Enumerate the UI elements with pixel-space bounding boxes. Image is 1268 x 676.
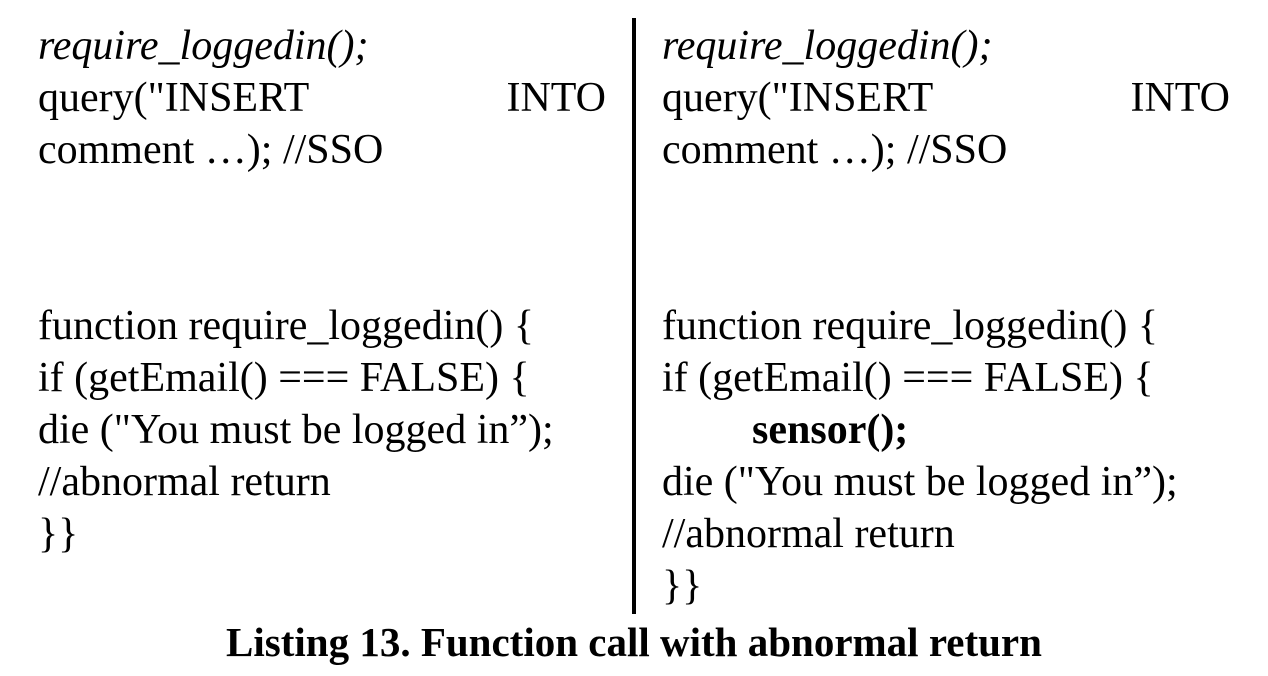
listing-caption: Listing 13. Function call with abnormal …: [226, 619, 1042, 665]
left-query-line: query("INSERT INTO: [38, 72, 606, 124]
right-comment-line: comment …); //SSO: [662, 127, 1008, 173]
left-comment-line: comment …); //SSO: [38, 127, 384, 173]
right-call-line: require_loggedin();: [662, 23, 993, 69]
right-spacer: [662, 176, 1230, 300]
left-spacer: [38, 176, 606, 300]
right-query-line: query("INSERT INTO: [662, 72, 1230, 124]
right-function-declaration: function require_loggedin() {: [662, 303, 1159, 349]
column-divider: [632, 18, 636, 614]
listing-right-column: require_loggedin(); query("INSERT INTO c…: [662, 20, 1230, 612]
right-if-line: if (getEmail() === FALSE) {: [662, 355, 1154, 401]
right-query-word1: query("INSERT: [662, 75, 934, 121]
right-query-word2: INTO: [1130, 75, 1230, 121]
left-function-declaration: function require_loggedin() {: [38, 303, 535, 349]
right-sensor-line: sensor();: [752, 407, 909, 453]
left-closing-braces: }}: [38, 511, 79, 557]
left-abnormal-comment: //abnormal return: [38, 459, 331, 505]
right-closing-braces: }}: [662, 563, 703, 609]
left-query-word2: INTO: [506, 75, 606, 121]
left-die-line: die ("You must be logged in”);: [38, 407, 554, 453]
right-die-line: die ("You must be logged in”);: [662, 459, 1178, 505]
left-call-line: require_loggedin();: [38, 23, 369, 69]
left-query-word1: query("INSERT: [38, 75, 310, 121]
left-if-line: if (getEmail() === FALSE) {: [38, 355, 530, 401]
listing-left-column: require_loggedin(); query("INSERT INTO c…: [38, 20, 606, 560]
right-abnormal-comment: //abnormal return: [662, 511, 955, 557]
